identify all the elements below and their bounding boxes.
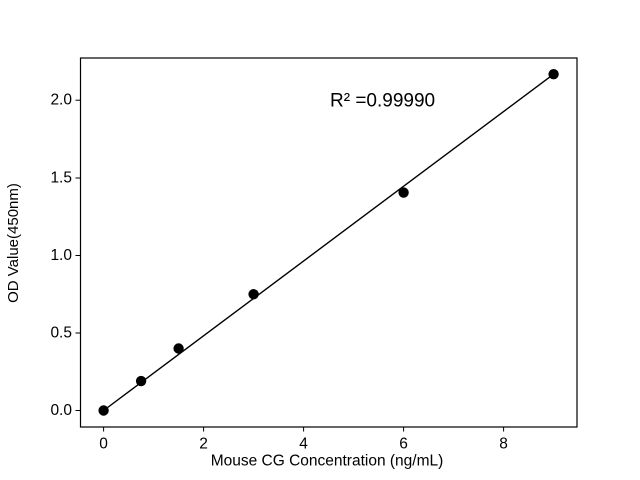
- svg-text:0.5: 0.5: [50, 325, 72, 342]
- svg-text:2.0: 2.0: [50, 92, 72, 109]
- svg-text:6: 6: [399, 436, 408, 453]
- svg-text:R² =0.99990: R² =0.99990: [330, 91, 435, 112]
- svg-text:1.5: 1.5: [50, 170, 72, 187]
- svg-text:0.0: 0.0: [50, 402, 72, 419]
- svg-text:OD Value(450nm): OD Value(450nm): [5, 183, 22, 303]
- svg-text:8: 8: [499, 436, 508, 453]
- svg-text:4: 4: [299, 436, 308, 453]
- svg-text:2: 2: [199, 436, 208, 453]
- svg-text:0: 0: [99, 436, 108, 453]
- svg-text:1.0: 1.0: [50, 247, 72, 264]
- svg-text:Mouse CG Concentration (ng/mL): Mouse CG Concentration (ng/mL): [211, 453, 444, 470]
